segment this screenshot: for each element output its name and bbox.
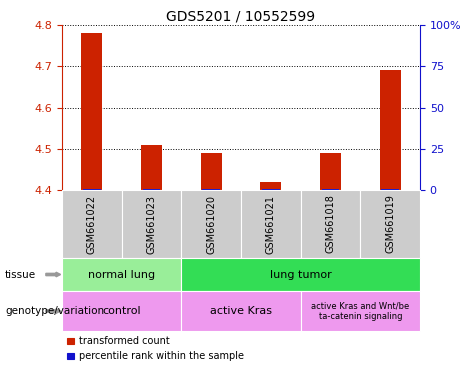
- Bar: [320, 153, 341, 190]
- Bar: [262, 189, 280, 190]
- Text: lung tumor: lung tumor: [270, 270, 331, 280]
- Text: active Kras: active Kras: [210, 306, 272, 316]
- Text: GSM661020: GSM661020: [206, 195, 216, 253]
- Text: GSM661019: GSM661019: [385, 195, 395, 253]
- Text: active Kras and Wnt/be
ta-catenin signaling: active Kras and Wnt/be ta-catenin signal…: [311, 301, 409, 321]
- Bar: [380, 70, 401, 190]
- Bar: [260, 182, 281, 190]
- Bar: [381, 189, 399, 190]
- Text: normal lung: normal lung: [88, 270, 155, 280]
- Text: percentile rank within the sample: percentile rank within the sample: [78, 351, 243, 361]
- Bar: [82, 33, 102, 190]
- Text: tissue: tissue: [5, 270, 36, 280]
- Text: GSM661022: GSM661022: [87, 194, 97, 253]
- Title: GDS5201 / 10552599: GDS5201 / 10552599: [166, 10, 316, 24]
- Text: GSM661021: GSM661021: [266, 195, 276, 253]
- Text: control: control: [102, 306, 141, 316]
- Bar: [202, 189, 220, 190]
- Bar: [142, 189, 160, 190]
- Text: GSM661018: GSM661018: [325, 195, 336, 253]
- Bar: [322, 189, 339, 190]
- Text: genotype/variation: genotype/variation: [5, 306, 104, 316]
- Bar: [201, 153, 222, 190]
- Bar: [83, 189, 100, 190]
- Text: transformed count: transformed count: [78, 336, 169, 346]
- Text: GSM661023: GSM661023: [147, 195, 156, 253]
- Bar: [141, 145, 162, 190]
